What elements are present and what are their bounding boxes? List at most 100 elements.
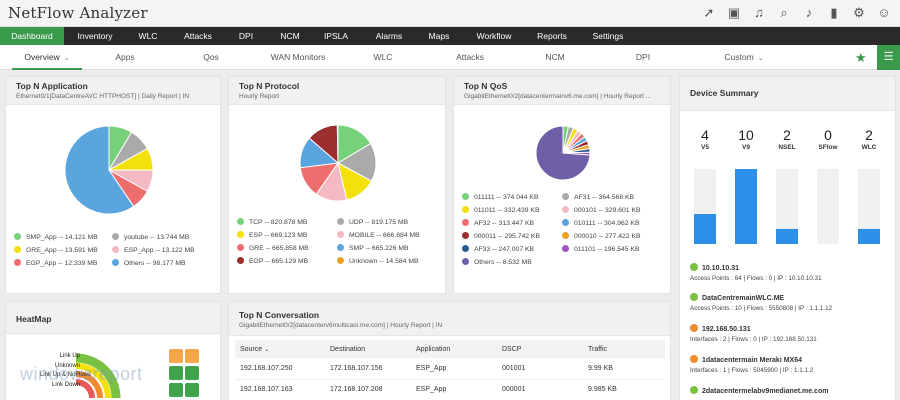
tab-reports[interactable]: Reports: [537, 31, 567, 41]
bell-icon[interactable]: ♪: [805, 5, 813, 20]
column-header-destination[interactable]: Destination: [325, 340, 411, 358]
device-item[interactable]: DataCentremainWLC.ME Access Points : 10 …: [690, 293, 832, 312]
subtab-wlc[interactable]: WLC: [373, 52, 393, 62]
search-icon[interactable]: ⌕: [780, 5, 788, 20]
protocol-pie-chart[interactable]: [229, 119, 447, 219]
monitor-icon[interactable]: ▣: [727, 5, 741, 20]
subtab-dpi[interactable]: DPI: [635, 52, 651, 62]
legend-item[interactable]: 000010 -- 277.422 KB: [562, 232, 641, 240]
tab-inventory[interactable]: Inventory: [77, 31, 113, 41]
legend-item[interactable]: ESP_App -- 13.122 MB: [112, 246, 195, 254]
subtab-attacks[interactable]: Attacks: [456, 52, 484, 62]
legend-item[interactable]: ESP -- 669.123 MB: [237, 231, 307, 239]
application-pie-chart[interactable]: [6, 113, 222, 233]
legend-item[interactable]: EGP_App -- 12.339 MB: [14, 259, 97, 267]
table-header-row: Source ⌄ Destination Application DSCP Tr…: [235, 340, 665, 358]
qos-pie-chart[interactable]: [454, 117, 672, 197]
tab-ipsla[interactable]: IPSLA: [323, 31, 349, 41]
column-header-source[interactable]: Source ⌄: [235, 340, 325, 358]
panel-title[interactable]: Top N QoS: [464, 81, 508, 91]
device-name-text[interactable]: 2datacentermelabv9medianet.me.com: [702, 388, 829, 395]
legend-item[interactable]: AF32 -- 313.447 KB: [462, 219, 534, 227]
heatmap-cell[interactable]: [185, 383, 199, 397]
pie-slice[interactable]: [64, 125, 135, 215]
main-nav: Dashboard Inventory WLC Attacks DPI NCM …: [0, 27, 900, 45]
device-name-text[interactable]: 1datacentermain Meraki MX64: [702, 357, 802, 364]
user-icon[interactable]: ☺: [877, 5, 891, 20]
device-name-text[interactable]: 10.10.10.31: [702, 265, 739, 272]
count-v9[interactable]: 10 V9: [731, 127, 761, 151]
tab-wlc[interactable]: WLC: [138, 31, 158, 41]
legend-item[interactable]: GRE -- 665.858 MB: [237, 244, 309, 252]
column-header-traffic[interactable]: Traffic: [583, 340, 665, 358]
count-wlc[interactable]: 2 WLC: [854, 127, 884, 151]
battery-icon[interactable]: ▮: [830, 5, 838, 20]
panel-title[interactable]: Top N Protocol: [239, 81, 300, 91]
legend-item[interactable]: MOBILE -- 666.884 MB: [337, 231, 420, 239]
device-item[interactable]: 1datacentermain Meraki MX64 Interfaces :…: [690, 355, 813, 374]
legend-item[interactable]: youtube -- 13.744 MB: [112, 233, 189, 241]
subtab-apps[interactable]: Apps: [115, 52, 135, 62]
gear-icon[interactable]: ⚙: [853, 5, 865, 20]
legend-item[interactable]: AF33 -- 247.007 KB: [462, 245, 534, 253]
widget-menu-button[interactable]: ☰: [877, 45, 900, 70]
table-row[interactable]: 192.168.107.163 172.168.107.208 ESP_App …: [235, 379, 665, 400]
tab-workflow[interactable]: Workflow: [476, 31, 512, 41]
legend-item[interactable]: 011111 -- 374.044 KB: [462, 193, 539, 201]
legend-item[interactable]: Others -- 98.177 MB: [112, 259, 186, 267]
legend-item[interactable]: 011101 -- 196.545 KB: [562, 245, 640, 253]
legend-item[interactable]: EGP -- 665.129 MB: [237, 257, 308, 265]
heatmap-cell[interactable]: [169, 349, 183, 363]
heatmap-cell[interactable]: [185, 349, 199, 363]
tab-ncm[interactable]: NCM: [280, 31, 300, 41]
device-item[interactable]: 10.10.10.31 Access Points : 64 | Flows :…: [690, 263, 822, 282]
tab-maps[interactable]: Maps: [428, 31, 450, 41]
count-nsel[interactable]: 2 NSEL: [772, 127, 802, 151]
legend-item[interactable]: 000101 -- 329.601 KB: [562, 206, 641, 214]
legend-item[interactable]: 000011 -- 295.742 KB: [462, 232, 540, 240]
count-v5[interactable]: 4 V5: [690, 127, 720, 151]
tab-dashboard[interactable]: Dashboard: [0, 27, 64, 45]
tab-dpi[interactable]: DPI: [238, 31, 254, 41]
column-header-dscp[interactable]: DSCP: [497, 340, 583, 358]
heatmap-cell[interactable]: [185, 366, 199, 380]
legend-item[interactable]: SMP -- 665.226 MB: [337, 244, 409, 252]
column-header-application[interactable]: Application: [411, 340, 497, 358]
device-item[interactable]: 192.168.50.131 Interfaces : 2 | Flows : …: [690, 324, 817, 343]
subtab-ncm[interactable]: NCM: [545, 52, 565, 62]
legend-item[interactable]: Unknown -- 14.584 MB: [337, 257, 419, 265]
legend-item[interactable]: UDP -- 819.175 MB: [337, 218, 408, 226]
tab-alarms[interactable]: Alarms: [375, 31, 403, 41]
pie-slice[interactable]: [336, 124, 339, 164]
subtab-custom[interactable]: Custom ⌄: [712, 45, 776, 70]
headset-icon[interactable]: ♫: [754, 5, 764, 20]
tab-settings[interactable]: Settings: [592, 31, 624, 41]
subtab-qos[interactable]: Qos: [203, 52, 219, 62]
legend-item[interactable]: SMP_App -- 14.121 MB: [14, 233, 98, 241]
device-name-text[interactable]: 192.168.50.131: [702, 326, 751, 333]
device-item[interactable]: 2datacentermelabv9medianet.me.com: [690, 386, 828, 395]
count-sflow[interactable]: 0 SFlow: [813, 127, 843, 151]
panel-title[interactable]: Device Summary: [690, 88, 759, 98]
cell-traffic: 9.985 KB: [583, 379, 665, 400]
tab-attacks[interactable]: Attacks: [184, 31, 212, 41]
table-row[interactable]: 192.168.107.250 172.168.107.156 ESP_App …: [235, 358, 665, 380]
subtab-overview[interactable]: Overview ⌄: [12, 45, 82, 70]
legend-item[interactable]: TCP -- 820.878 MB: [237, 218, 307, 226]
legend-item[interactable]: 010111 -- 304.962 KB: [562, 219, 640, 227]
legend-item[interactable]: Others -- 8.532 MB: [462, 258, 532, 266]
rocket-icon[interactable]: ➚: [703, 5, 715, 20]
device-name-text[interactable]: DataCentremainWLC.ME: [702, 295, 785, 302]
legend-item[interactable]: GRE_App -- 13.591 MB: [14, 246, 98, 254]
legend-item[interactable]: AF31 -- 364.568 KB: [562, 193, 634, 201]
subtab-wan-monitors[interactable]: WAN Monitors: [270, 52, 326, 62]
panel-title[interactable]: HeatMap: [16, 314, 52, 324]
panel-title[interactable]: Top N Conversation: [239, 310, 320, 320]
star-icon[interactable]: ★: [855, 50, 867, 65]
panel-title[interactable]: Top N Application: [16, 81, 88, 91]
count-bar-fill: [735, 169, 757, 244]
heatmap-cell[interactable]: [169, 366, 183, 380]
heatmap-cell[interactable]: [169, 383, 183, 397]
pie-slice[interactable]: [535, 125, 591, 181]
legend-item[interactable]: 011011 -- 332.439 KB: [462, 206, 540, 214]
